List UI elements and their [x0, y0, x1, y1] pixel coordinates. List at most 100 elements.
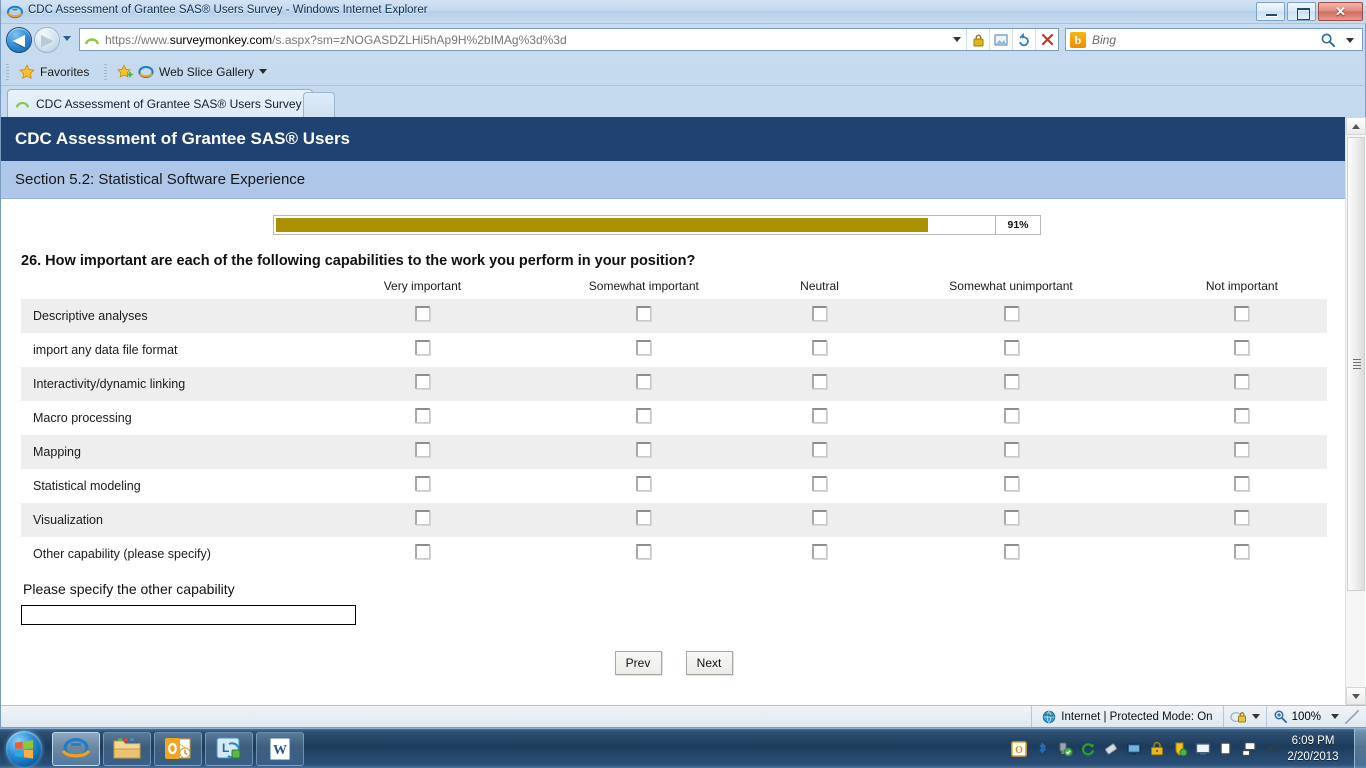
checkbox[interactable]	[1003, 476, 1019, 491]
checkbox[interactable]	[636, 306, 652, 321]
checkbox[interactable]	[414, 510, 430, 525]
forward-button[interactable]: ▶	[34, 27, 60, 53]
checkbox[interactable]	[636, 476, 652, 491]
start-button[interactable]	[6, 731, 42, 767]
maximize-button[interactable]	[1287, 2, 1316, 21]
back-button[interactable]: ◀	[6, 27, 32, 53]
checkbox[interactable]	[1234, 408, 1250, 423]
web-slice-gallery-button[interactable]: Web Slice Gallery	[113, 62, 271, 81]
scroll-up-button[interactable]	[1346, 117, 1366, 135]
matrix-cell[interactable]	[514, 537, 774, 571]
close-button[interactable]: ✕	[1318, 2, 1363, 21]
matrix-cell[interactable]	[865, 401, 1157, 435]
security-lock-icon[interactable]	[966, 29, 989, 50]
favorites-button[interactable]: Favorites	[15, 62, 93, 81]
security-lock-tray-icon[interactable]	[1149, 741, 1165, 757]
checkbox[interactable]	[1234, 374, 1250, 389]
favorites-bar-grip[interactable]	[6, 64, 9, 80]
search-input[interactable]: Bing	[1092, 33, 1117, 47]
address-bar[interactable]: https://www.surveymonkey.com/s.aspx?sm=z…	[79, 28, 1059, 51]
checkbox[interactable]	[1003, 510, 1019, 525]
checkbox[interactable]	[1234, 306, 1250, 321]
antivirus-shield-tray-icon[interactable]	[1172, 741, 1188, 757]
address-dropdown-button[interactable]	[948, 29, 966, 50]
matrix-cell[interactable]	[513, 435, 774, 469]
matrix-cell[interactable]	[513, 503, 774, 537]
matrix-cell[interactable]	[331, 299, 514, 333]
checkbox[interactable]	[636, 340, 652, 355]
matrix-cell[interactable]	[514, 333, 774, 367]
matrix-cell[interactable]	[865, 367, 1157, 401]
checkbox[interactable]	[1003, 442, 1019, 457]
checkbox[interactable]	[812, 544, 828, 559]
matrix-cell[interactable]	[331, 367, 514, 401]
matrix-cell[interactable]	[1156, 503, 1327, 537]
checkbox[interactable]	[1234, 544, 1250, 559]
prev-button[interactable]: Prev	[614, 651, 662, 675]
volume-tray-icon[interactable]	[1264, 741, 1280, 757]
recent-pages-chevron-icon[interactable]	[63, 36, 71, 41]
checkbox[interactable]	[812, 306, 828, 321]
matrix-cell[interactable]	[513, 299, 774, 333]
next-button[interactable]: Next	[685, 651, 733, 675]
matrix-cell[interactable]	[331, 435, 514, 469]
checkbox[interactable]	[1234, 510, 1250, 525]
taskbar-item-word[interactable]: W	[256, 732, 304, 766]
safely-remove-hardware-icon[interactable]	[1057, 741, 1073, 757]
scrollbar-thumb[interactable]	[1347, 137, 1365, 591]
search-icon[interactable]	[1320, 32, 1336, 48]
other-capability-input[interactable]	[21, 605, 356, 625]
checkbox[interactable]	[812, 476, 828, 491]
matrix-cell[interactable]	[865, 503, 1157, 537]
checkbox[interactable]	[414, 340, 430, 355]
sync-tray-icon[interactable]	[1080, 741, 1096, 757]
chevron-down-icon[interactable]	[1331, 714, 1339, 719]
taskbar-item-lync[interactable]: L	[205, 732, 253, 766]
checkbox[interactable]	[636, 442, 652, 457]
taskbar-item-internet-explorer[interactable]	[52, 732, 100, 766]
web-slice-grip[interactable]	[104, 64, 107, 80]
checkbox[interactable]	[812, 408, 828, 423]
matrix-cell[interactable]	[773, 503, 866, 537]
flash-drive-tray-icon[interactable]	[1103, 741, 1119, 757]
scroll-down-button[interactable]	[1346, 687, 1366, 705]
matrix-cell[interactable]	[773, 435, 866, 469]
checkbox[interactable]	[812, 340, 828, 355]
matrix-cell[interactable]	[513, 367, 774, 401]
matrix-cell[interactable]	[331, 333, 514, 367]
matrix-cell[interactable]	[331, 537, 514, 571]
matrix-cell[interactable]	[865, 333, 1157, 367]
checkbox[interactable]	[414, 476, 430, 491]
matrix-cell[interactable]	[1157, 537, 1327, 571]
checkbox[interactable]	[1003, 340, 1019, 355]
bluetooth-tray-icon[interactable]	[1034, 741, 1050, 757]
matrix-cell[interactable]	[1156, 367, 1327, 401]
checkbox[interactable]	[812, 510, 828, 525]
zoom-control[interactable]: 100%	[1265, 706, 1366, 727]
matrix-cell[interactable]	[774, 469, 865, 503]
page-scrollbar[interactable]	[1345, 117, 1366, 705]
matrix-cell[interactable]	[514, 469, 774, 503]
matrix-cell[interactable]	[773, 299, 866, 333]
taskbar-item-windows-explorer[interactable]	[103, 732, 151, 766]
matrix-cell[interactable]	[331, 401, 514, 435]
checkbox[interactable]	[1234, 340, 1250, 355]
matrix-cell[interactable]	[331, 503, 514, 537]
resize-grip-icon[interactable]	[1345, 709, 1359, 724]
search-dropdown-icon[interactable]	[1346, 38, 1354, 43]
checkbox[interactable]	[1234, 442, 1250, 457]
matrix-cell[interactable]	[774, 401, 865, 435]
taskbar-item-outlook[interactable]	[154, 732, 202, 766]
title-bar[interactable]: CDC Assessment of Grantee SAS® Users Sur…	[1, 0, 1366, 24]
checkbox[interactable]	[1003, 544, 1019, 559]
checkbox[interactable]	[1234, 476, 1250, 491]
privacy-report-button[interactable]	[1222, 706, 1266, 727]
network-connection-tray-icon[interactable]	[1241, 741, 1257, 757]
matrix-cell[interactable]	[773, 367, 866, 401]
new-tab-button[interactable]	[303, 92, 335, 117]
refresh-button[interactable]	[1012, 29, 1035, 50]
minimize-button[interactable]	[1256, 2, 1285, 21]
checkbox[interactable]	[414, 442, 430, 457]
display-tray-icon[interactable]	[1195, 741, 1211, 757]
taskbar-clock[interactable]: 6:09 PM 2/20/2013	[1282, 733, 1344, 765]
